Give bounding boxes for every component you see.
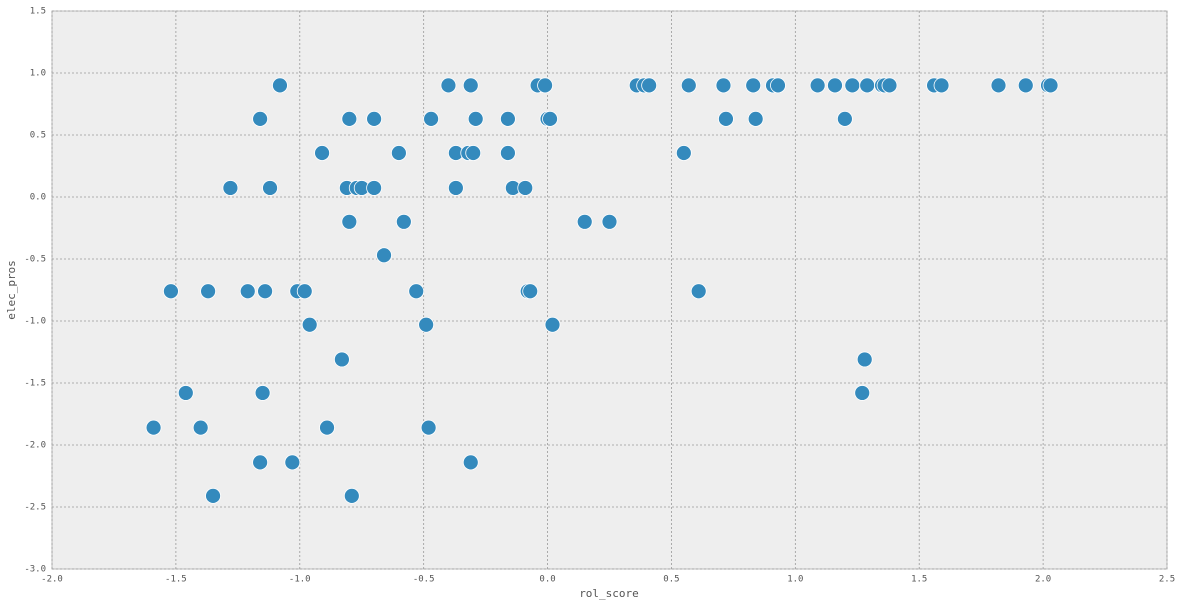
point — [296, 283, 313, 300]
point — [341, 213, 358, 230]
point — [462, 454, 479, 471]
point — [376, 247, 392, 264]
point — [252, 454, 269, 471]
point — [319, 419, 335, 436]
y-tick-label: -2.5 — [24, 503, 46, 513]
x-tick-label: 0.5 — [663, 575, 679, 585]
point — [314, 145, 330, 161]
point — [854, 385, 871, 401]
point — [745, 77, 762, 94]
point — [177, 385, 194, 401]
x-tick-label: 2.5 — [1159, 575, 1175, 585]
point — [254, 385, 271, 401]
point — [239, 283, 256, 300]
point — [827, 77, 843, 94]
point — [500, 145, 516, 161]
point — [522, 283, 539, 300]
x-tick-label: -1.0 — [289, 575, 311, 585]
point — [465, 145, 482, 161]
point — [163, 283, 179, 300]
point — [836, 110, 853, 127]
point — [462, 77, 479, 94]
point — [390, 145, 407, 161]
y-tick-label: -2.0 — [24, 441, 46, 451]
point — [440, 77, 457, 94]
point — [500, 110, 516, 127]
y-axis-title: elec_pros — [5, 260, 18, 320]
point — [467, 110, 484, 127]
point — [252, 110, 269, 127]
point — [418, 316, 435, 333]
x-tick-label: -2.0 — [41, 575, 63, 585]
point — [272, 77, 288, 94]
point — [222, 180, 239, 196]
point — [1042, 77, 1059, 94]
point — [200, 283, 217, 300]
plot-area — [51, 10, 1168, 570]
y-tick-label: -1.5 — [24, 379, 46, 389]
y-tick-label: 0.0 — [30, 193, 46, 203]
point — [680, 77, 697, 94]
point — [1017, 77, 1034, 94]
x-tick-label: 2.0 — [1035, 575, 1051, 585]
point — [257, 283, 273, 300]
x-tick-label: -0.5 — [413, 575, 435, 585]
point — [809, 77, 826, 94]
point — [192, 419, 209, 436]
x-axis-title: rol_score — [579, 587, 639, 600]
x-tick-label: 1.0 — [787, 575, 803, 585]
y-tick-label: -3.0 — [24, 565, 46, 575]
point — [641, 77, 658, 94]
point — [366, 180, 383, 196]
point — [856, 351, 873, 368]
point — [933, 77, 950, 94]
point — [576, 213, 593, 230]
point — [675, 145, 692, 161]
point — [690, 283, 707, 300]
point — [542, 110, 558, 127]
point — [715, 77, 732, 94]
y-tick-label: 1.0 — [30, 69, 46, 79]
point — [341, 110, 358, 127]
point — [718, 110, 734, 127]
y-tick-label: 0.5 — [30, 131, 46, 141]
point — [408, 283, 425, 300]
point — [205, 487, 221, 504]
point — [343, 487, 360, 504]
point — [366, 110, 383, 127]
point — [284, 454, 301, 471]
y-tick-label: -1.0 — [24, 317, 46, 327]
point — [447, 180, 464, 196]
x-tick-label: 0.0 — [539, 575, 555, 585]
point — [301, 316, 318, 333]
point — [333, 351, 350, 368]
point — [859, 77, 876, 94]
point — [990, 77, 1007, 94]
y-tick-label: 1.5 — [30, 7, 46, 17]
point — [544, 316, 561, 333]
point — [262, 180, 278, 196]
point — [423, 110, 440, 127]
point — [145, 419, 162, 436]
point — [881, 77, 898, 94]
y-tick-label: -0.5 — [24, 255, 46, 265]
point — [747, 110, 764, 127]
x-tick-label: -1.5 — [165, 575, 187, 585]
point — [395, 213, 412, 230]
point — [420, 419, 437, 436]
x-tick-label: 1.5 — [911, 575, 927, 585]
point — [537, 77, 553, 94]
point — [844, 77, 861, 94]
point — [770, 77, 786, 94]
point — [517, 180, 534, 196]
point — [601, 213, 618, 230]
